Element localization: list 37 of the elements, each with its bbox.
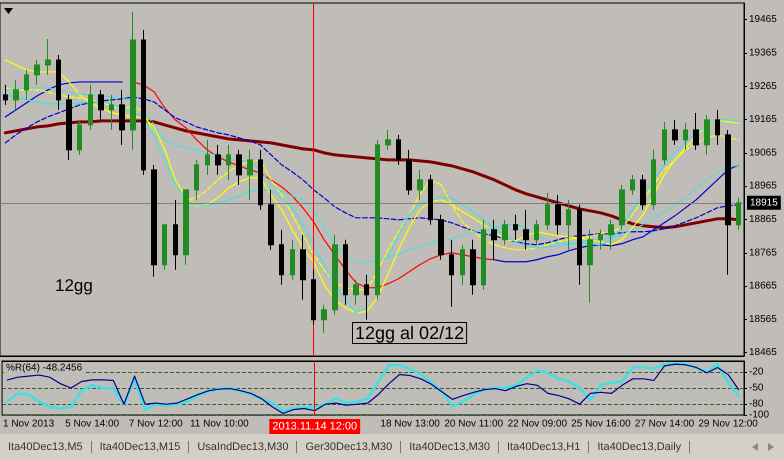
- y-tick-label: 19265: [749, 80, 778, 92]
- x-tick-label: 2013.11.14 12:00: [272, 420, 358, 432]
- y-tick-label: 18865: [749, 214, 778, 225]
- y-tick-label: 18665: [749, 280, 778, 292]
- text: UsaIndDec13,M30: [189, 441, 298, 453]
- text: Ita40Dec13,H1: [498, 441, 590, 453]
- y-tick-label: -20: [749, 366, 764, 378]
- y-tick-label: 19365: [749, 47, 778, 58]
- y-tick-label: 18465: [749, 347, 778, 358]
- x-tick-label: 5 Nov 14:00: [65, 418, 120, 430]
- y-tick-label: -50: [749, 382, 764, 394]
- y-tick-label: 19465: [749, 14, 778, 26]
- text: Ita40Dec13,Daily: [589, 441, 690, 453]
- text: Ger30Dec13,M30: [297, 441, 402, 453]
- annotation: 12gg: [55, 276, 93, 295]
- y-tick-label: 19065: [749, 147, 778, 158]
- ref-line-label: 18915: [750, 197, 778, 208]
- x-tick-label: 20 Nov 11:00: [444, 418, 504, 430]
- y-tick-label: 19165: [749, 114, 778, 126]
- x-tick-label: 18 Nov 13:00: [380, 418, 440, 430]
- text: Ita40Dec13,M15: [92, 441, 190, 453]
- x-tick-label: 7 Nov 12:00: [128, 418, 184, 430]
- x-tick-label: 25 Nov 16:00: [571, 418, 632, 430]
- x-tick-label: 11 Nov 10:00: [190, 418, 250, 430]
- x-tick-label: 1 Nov 2013: [2, 418, 55, 430]
- y-tick-label: 18965: [749, 180, 778, 192]
- chart-title: %R(64) -48.2456: [6, 362, 83, 374]
- y-tick-label: -100: [749, 410, 770, 420]
- x-tick-label: 27 Nov 14:00: [634, 418, 695, 430]
- x-tick-label: 29 Nov 12:00: [698, 418, 758, 430]
- x-tick-label: 22 Nov 09:00: [508, 418, 568, 430]
- text: Ita40Dec13,M30: [401, 441, 499, 453]
- y-tick-label: 18565: [749, 314, 778, 325]
- text: Ita40Dec13,M5: [0, 441, 92, 453]
- y-tick-label: -80: [749, 398, 764, 410]
- y-tick-label: 18765: [749, 247, 778, 258]
- annotation: 12gg al 02/12: [355, 323, 464, 343]
